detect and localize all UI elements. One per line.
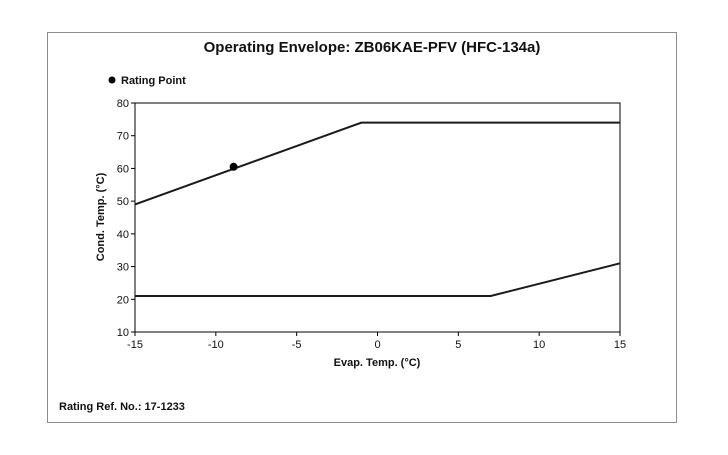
legend-marker xyxy=(108,76,116,84)
x-tick-label: -10 xyxy=(208,339,224,351)
x-tick-label: 0 xyxy=(374,339,380,351)
y-tick-label: 70 xyxy=(117,131,129,143)
x-tick-label: -5 xyxy=(292,339,302,351)
y-tick-label: 80 xyxy=(117,98,129,110)
chart-frame xyxy=(47,32,677,423)
rating-ref-number: Rating Ref. No.: 17-1233 xyxy=(59,401,185,413)
legend-label: Rating Point xyxy=(121,75,186,87)
x-tick-label: -15 xyxy=(127,339,143,351)
y-tick-label: 40 xyxy=(117,229,129,241)
y-tick-label: 60 xyxy=(117,163,129,175)
lower-envelope-line xyxy=(135,262,621,298)
x-tick-label: 15 xyxy=(614,339,626,351)
x-tick-label: 5 xyxy=(455,339,461,351)
y-tick-label: 20 xyxy=(117,294,129,306)
plot-area xyxy=(134,102,621,333)
y-axis-label: Cond. Temp. (°C) xyxy=(95,172,107,261)
x-tick-label: 10 xyxy=(533,339,545,351)
y-tick-label: 50 xyxy=(117,196,129,208)
y-tick-label: 10 xyxy=(117,327,129,339)
rating-point-marker xyxy=(229,162,238,171)
x-axis-label: Evap. Temp. (°C) xyxy=(334,357,421,369)
chart-title: Operating Envelope: ZB06KAE-PFV (HFC-134… xyxy=(204,39,541,56)
upper-envelope-line xyxy=(134,121,620,206)
y-tick-label: 30 xyxy=(117,262,129,274)
